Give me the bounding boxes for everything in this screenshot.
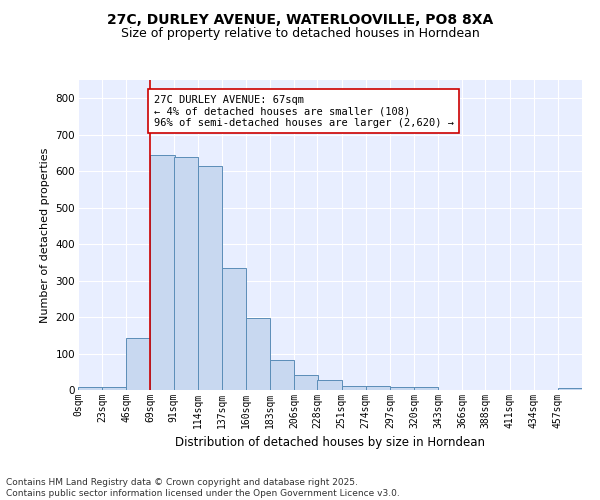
Bar <box>78 388 102 390</box>
Bar <box>246 318 270 390</box>
Bar <box>366 386 390 390</box>
Bar <box>151 155 175 390</box>
Bar <box>198 166 222 390</box>
Text: Contains HM Land Registry data © Crown copyright and database right 2025.
Contai: Contains HM Land Registry data © Crown c… <box>6 478 400 498</box>
Bar <box>558 388 582 390</box>
Text: Size of property relative to detached houses in Horndean: Size of property relative to detached ho… <box>121 28 479 40</box>
Bar <box>270 360 294 390</box>
Text: 27C, DURLEY AVENUE, WATERLOOVILLE, PO8 8XA: 27C, DURLEY AVENUE, WATERLOOVILLE, PO8 8… <box>107 12 493 26</box>
Bar <box>222 268 246 390</box>
Text: 27C DURLEY AVENUE: 67sqm
← 4% of detached houses are smaller (108)
96% of semi-d: 27C DURLEY AVENUE: 67sqm ← 4% of detache… <box>154 94 454 128</box>
Y-axis label: Number of detached properties: Number of detached properties <box>40 148 50 322</box>
Bar <box>341 386 366 390</box>
X-axis label: Distribution of detached houses by size in Horndean: Distribution of detached houses by size … <box>175 436 485 450</box>
Bar <box>127 338 151 390</box>
Bar <box>390 387 414 390</box>
Bar <box>414 387 438 390</box>
Bar <box>102 387 127 390</box>
Bar <box>173 156 198 390</box>
Bar <box>295 376 319 390</box>
Bar <box>317 380 341 390</box>
